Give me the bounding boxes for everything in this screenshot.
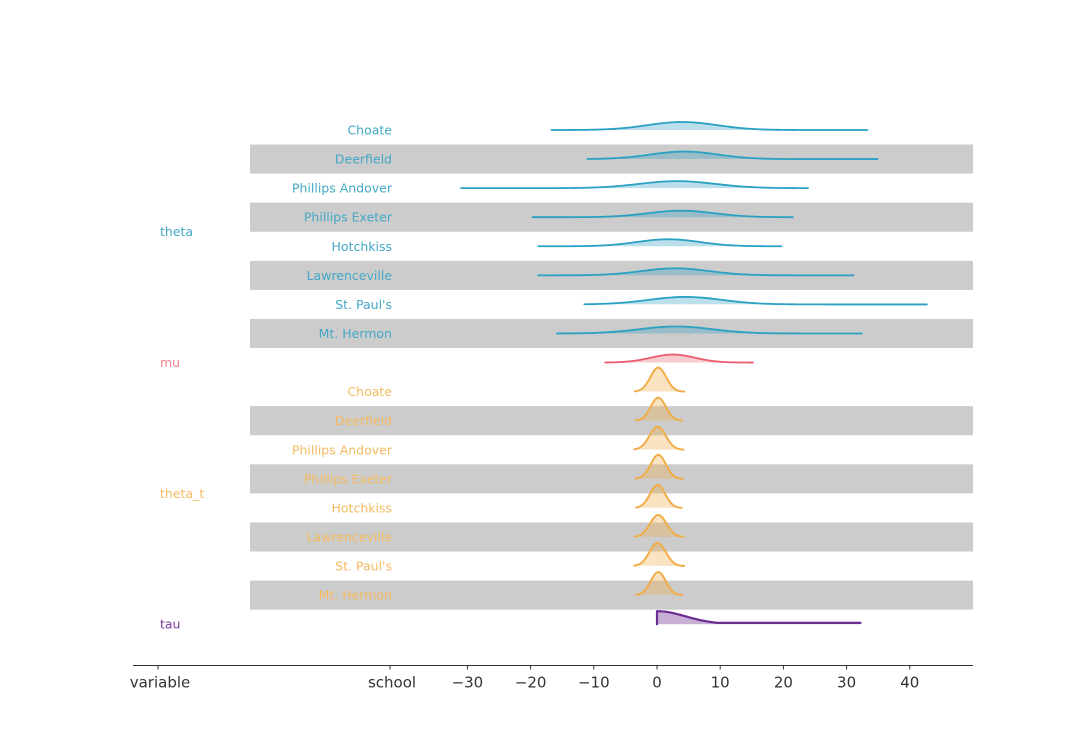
- axis-label-school: school: [368, 674, 416, 692]
- row-band: [250, 464, 973, 494]
- density-fill-theta-mt-hermon: [557, 326, 862, 334]
- density-curve-theta_t-mt-hermon: [635, 571, 684, 596]
- variable-label-theta: theta: [160, 224, 193, 239]
- x-axis-tick-label: 30: [837, 674, 856, 692]
- density-fill-theta_t-hotchkiss: [636, 484, 682, 508]
- school-label-theta_t-mt-hermon: Mt. Hermon: [319, 588, 392, 603]
- variable-label-theta_t: theta_t: [160, 486, 204, 501]
- density-fill-theta-st-paul-s: [584, 296, 927, 305]
- school-label-theta_t-phillips-exeter: Phillips Exeter: [304, 471, 393, 486]
- school-label-theta-hotchkiss: Hotchkiss: [332, 239, 392, 254]
- density-curve-theta-deerfield: [586, 150, 879, 160]
- density-curve-theta_t-st-paul-s: [633, 542, 686, 567]
- row-band: [250, 522, 973, 552]
- school-label-theta-deerfield: Deerfield: [335, 152, 392, 167]
- x-axis-tick-label: −20: [515, 674, 547, 692]
- school-label-theta-mt-hermon: Mt. Hermon: [319, 326, 392, 341]
- school-label-theta_t-hotchkiss: Hotchkiss: [332, 500, 392, 515]
- x-axis-tick-label: 0: [652, 674, 662, 692]
- axis-label-variable: variable: [130, 674, 191, 692]
- density-fill-theta_t-phillips-exeter: [635, 454, 683, 479]
- density-curve-theta-phillips-exeter: [531, 209, 794, 219]
- variable-label-mu: mu: [160, 355, 180, 370]
- school-label-theta-phillips-andover: Phillips Andover: [292, 181, 393, 196]
- school-label-theta_t-choate: Choate: [347, 384, 392, 399]
- row-band: [250, 580, 973, 610]
- density-curve-theta_t-phillips-exeter: [634, 453, 684, 480]
- school-label-theta_t-st-paul-s: St. Paul's: [335, 559, 392, 574]
- density-curve-tau: [655, 610, 862, 626]
- density-curve-theta_t-lawrenceville: [633, 513, 685, 538]
- density-fill-theta_t-choate: [634, 367, 685, 392]
- x-axis-tick-label: 10: [711, 674, 730, 692]
- density-curve-mu: [604, 353, 754, 364]
- school-label-theta-choate: Choate: [347, 123, 392, 138]
- school-label-theta-st-paul-s: St. Paul's: [335, 297, 392, 312]
- density-fill-theta_t-st-paul-s: [634, 543, 685, 567]
- school-label-theta_t-deerfield: Deerfield: [335, 413, 392, 428]
- density-curve-theta-st-paul-s: [583, 296, 928, 306]
- density-curve-theta_t-hotchkiss: [635, 483, 683, 509]
- x-axis-tick-label: 20: [774, 674, 793, 692]
- x-axis-tick-label: −10: [578, 674, 610, 692]
- school-label-theta-phillips-exeter: Phillips Exeter: [304, 210, 393, 225]
- school-label-theta_t-phillips-andover: Phillips Andover: [292, 442, 393, 457]
- x-axis-tick-label: 40: [900, 674, 919, 692]
- school-label-theta-lawrenceville: Lawrenceville: [307, 268, 393, 283]
- density-curve-theta-hotchkiss: [537, 238, 783, 248]
- school-label-theta_t-lawrenceville: Lawrenceville: [307, 529, 393, 544]
- variable-label-tau: tau: [160, 617, 180, 632]
- density-curve-theta-choate: [550, 121, 869, 131]
- density-curve-theta_t-choate: [633, 366, 686, 393]
- density-curve-theta_t-deerfield: [634, 396, 684, 422]
- density-fill-theta-lawrenceville: [538, 268, 854, 276]
- density-curve-theta_t-phillips-andover: [633, 425, 685, 451]
- row-band: [250, 406, 973, 436]
- density-curve-theta-lawrenceville: [537, 267, 855, 277]
- density-curve-theta-phillips-andover: [460, 180, 809, 190]
- density-fill-mu: [605, 354, 754, 363]
- density-curve-theta-mt-hermon: [556, 325, 863, 335]
- x-axis-tick-label: −30: [452, 674, 484, 692]
